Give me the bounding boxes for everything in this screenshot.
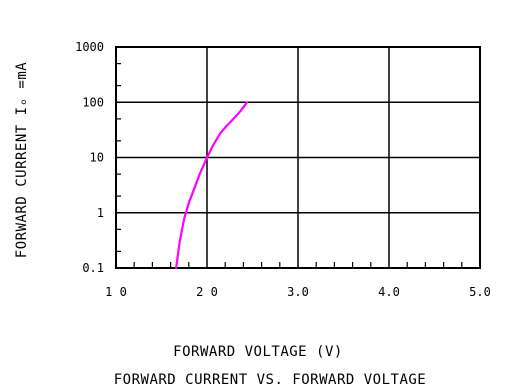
x-tick-label: 1 0 bbox=[105, 285, 127, 299]
y-tick-label: 1000 bbox=[75, 40, 104, 54]
x-tick-label: 3.0 bbox=[287, 285, 309, 299]
grid-lines bbox=[116, 47, 480, 268]
minor-ticks bbox=[116, 63, 463, 268]
y-tick-labels: 0.1 1 10 100 1000 bbox=[75, 40, 104, 275]
chart-title: FORWARD CURRENT VS. FORWARD VOLTAGE bbox=[114, 372, 427, 388]
y-tick-label: 0.1 bbox=[82, 261, 104, 275]
y-axis-title: FORWARD CURRENT Iₒ =mA bbox=[14, 62, 30, 259]
y-tick-label: 10 bbox=[90, 151, 104, 165]
x-tick-labels: 1 0 2 0 3.0 4.0 5.0 bbox=[105, 285, 491, 299]
y-tick-label: 1 bbox=[97, 206, 104, 220]
series-line-0 bbox=[175, 101, 249, 270]
x-tick-label: 5.0 bbox=[469, 285, 491, 299]
y-tick-label: 100 bbox=[82, 95, 104, 109]
x-tick-label: 4.0 bbox=[378, 285, 400, 299]
series-layer bbox=[175, 101, 249, 270]
x-tick-label: 2 0 bbox=[196, 285, 218, 299]
x-axis-title: FORWARD VOLTAGE (V) bbox=[173, 344, 343, 360]
